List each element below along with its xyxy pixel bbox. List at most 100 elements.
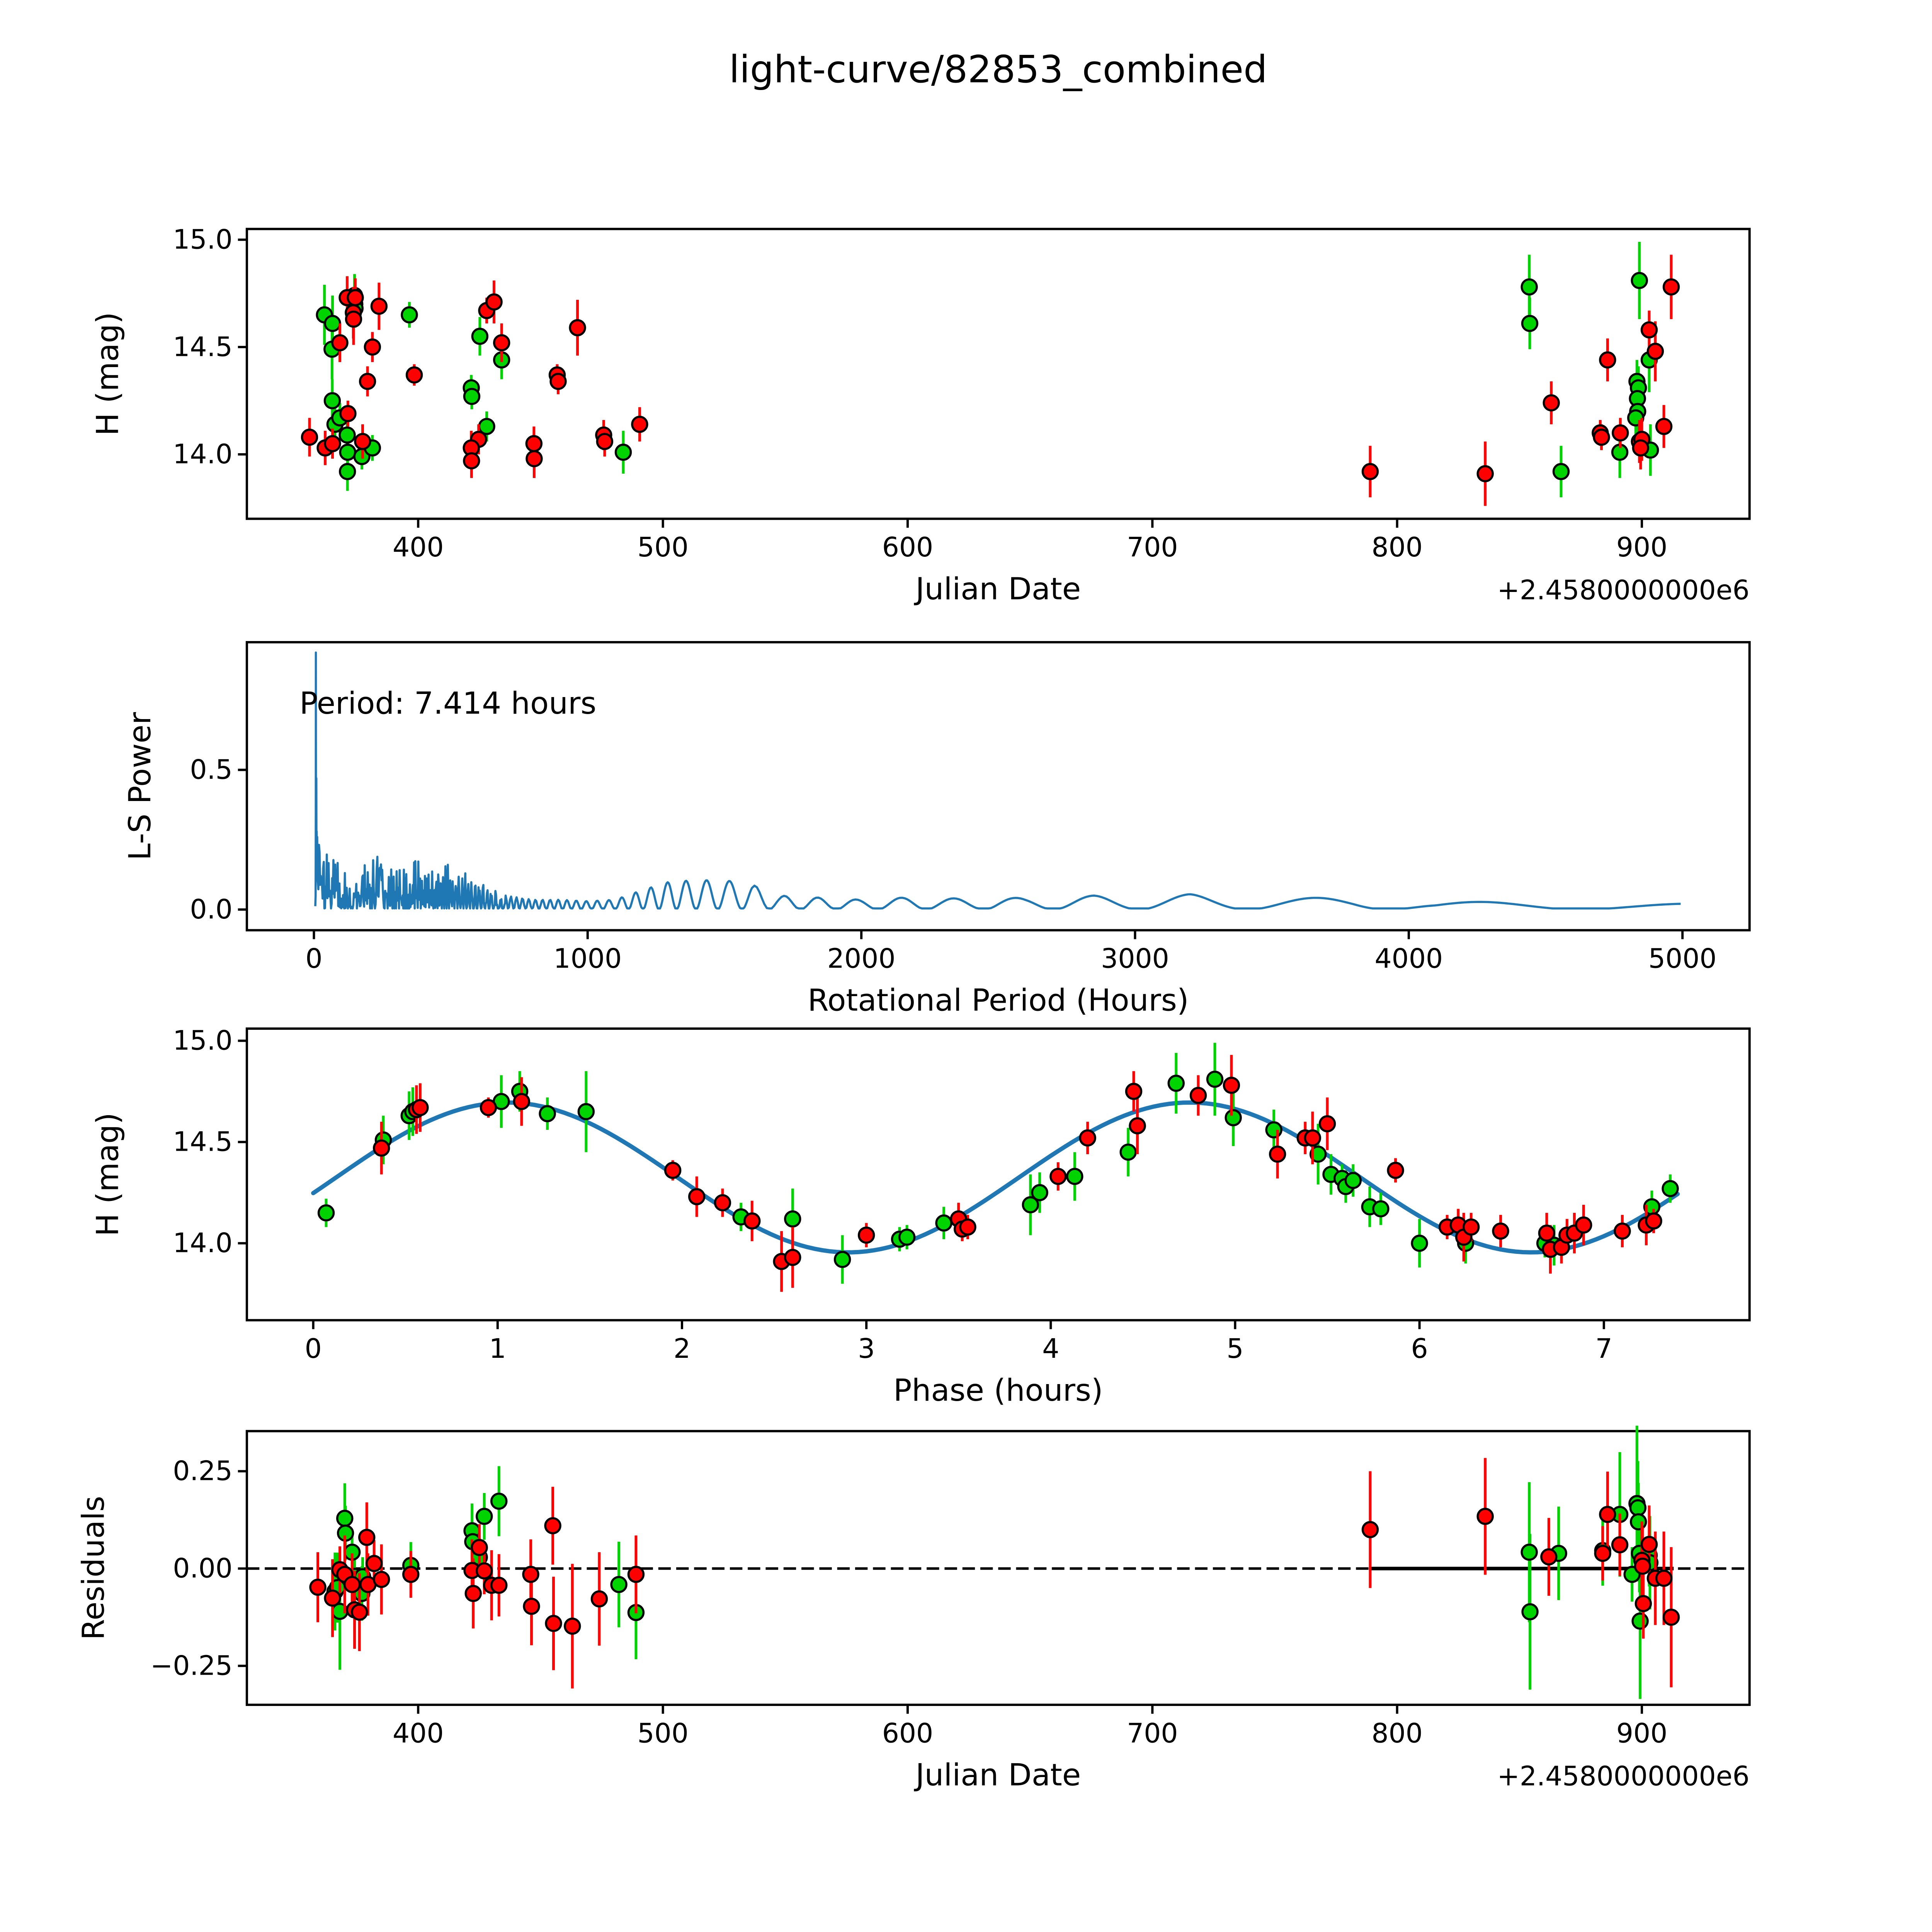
series-green [316, 242, 1659, 498]
y-tick-label: 14.0 [173, 439, 233, 470]
panel-lightcurve_jd: 400 500 600 700 800 900 14.0 14.5 15.0 Julian Dat… [90, 224, 1751, 607]
y-tick-label: 15.0 [173, 224, 233, 255]
panel-phased_lightcurve: 0 1 2 3 4 5 6 7 14.0 14.5 15.0 Phase (hours) H (mag) [90, 1026, 1751, 1408]
data-point-green [1520, 278, 1538, 296]
data-point-red [1634, 1558, 1651, 1575]
data-point-red [1538, 1225, 1556, 1242]
data-point-green [1206, 1070, 1224, 1088]
data-point-red [1634, 1595, 1652, 1612]
data-point-green [1411, 1235, 1428, 1252]
x-tick-label: 900 [1616, 532, 1668, 563]
data-point-red [1599, 351, 1616, 369]
data-point-red [1463, 1218, 1480, 1236]
y-axis-label-lightcurve_jd: H (mag) [90, 312, 126, 435]
data-point-green [317, 1204, 335, 1222]
data-point-green [1552, 463, 1570, 480]
data-point-red [1269, 1145, 1286, 1163]
data-point-green [323, 392, 341, 410]
data-point-red [1655, 418, 1673, 435]
y-tick-label: 0.0 [190, 894, 232, 925]
data-point-red [405, 366, 423, 384]
data-point-red [373, 1571, 390, 1588]
data-point-red [1612, 424, 1629, 442]
data-point-red [522, 1566, 539, 1583]
data-point-red [784, 1248, 801, 1266]
data-point-red [1645, 1212, 1662, 1230]
data-point-red [351, 1604, 368, 1621]
data-point-green [476, 1508, 493, 1525]
x-tick-label: 1000 [553, 944, 622, 975]
data-point-green [935, 1214, 952, 1232]
figure-title: light-curve/82853_combined [729, 48, 1267, 91]
data-point-green [324, 315, 341, 332]
x-tick-label: 2 [673, 1333, 690, 1364]
y-tick-label: 0.25 [173, 1456, 233, 1487]
y-tick-label: 14.5 [173, 332, 233, 362]
data-point-red [544, 1517, 561, 1534]
x-tick-label: 600 [882, 1718, 934, 1749]
data-point-green [898, 1228, 916, 1246]
x-tick-label: 800 [1371, 1718, 1423, 1749]
data-point-green [490, 1492, 508, 1510]
x-tick-label: 400 [393, 1718, 444, 1749]
data-point-red [339, 405, 357, 422]
data-point-green [1631, 1612, 1649, 1630]
data-point-green [401, 306, 418, 324]
x-tick-label: 3000 [1101, 944, 1169, 975]
data-point-red [370, 298, 388, 315]
data-point-red [358, 1529, 376, 1546]
panel-residuals: 400 500 600 700 800 900 −0.25 0.00 0.25 Julian Da… [76, 1425, 1751, 1793]
data-point-red [1079, 1129, 1096, 1147]
x-tick-label: 600 [882, 532, 934, 563]
x-tick-label: 700 [1127, 1718, 1178, 1749]
data-point-green [471, 328, 489, 345]
data-point-green [833, 1251, 851, 1268]
data-point-red [1361, 463, 1379, 480]
data-point-red [1640, 321, 1658, 338]
data-point-red [372, 1139, 390, 1157]
data-point-green [1372, 1200, 1389, 1218]
data-point-green [338, 426, 356, 444]
data-point-red [345, 310, 362, 328]
y-tick-label: 14.5 [173, 1127, 233, 1158]
x-tick-label: 900 [1616, 1718, 1668, 1749]
data-point-red [1543, 394, 1560, 412]
data-point-red [627, 1566, 645, 1583]
data-point-green [1631, 272, 1648, 289]
data-point-red [1611, 1536, 1629, 1554]
series-red [372, 1055, 1662, 1292]
data-point-red [324, 1589, 341, 1607]
x-tick-label: 700 [1127, 532, 1178, 563]
data-point-red [631, 415, 648, 433]
data-point-red [743, 1212, 761, 1230]
data-point-green [539, 1105, 556, 1122]
x-tick-label: 1 [489, 1333, 506, 1364]
data-point-red [1599, 1506, 1616, 1523]
data-point-red [1662, 1609, 1680, 1626]
y-tick-label: −0.25 [150, 1650, 233, 1681]
x-tick-label: 0 [305, 1333, 322, 1364]
data-point-red [480, 1099, 497, 1116]
data-point-red [412, 1099, 429, 1116]
data-point-red [857, 1226, 875, 1244]
x-tick-label: 4000 [1375, 944, 1443, 975]
data-point-red [402, 1566, 420, 1583]
data-point-red [1189, 1087, 1207, 1104]
x-tick-label: 400 [393, 532, 444, 563]
data-point-red [331, 334, 349, 352]
data-point-red [309, 1578, 327, 1596]
data-point-green [1022, 1196, 1039, 1214]
x-tick-label: 0 [305, 944, 322, 975]
y-axis-label-periodogram: L-S Power [122, 712, 158, 860]
axes-frame-periodogram [245, 641, 1751, 932]
data-point-red [1476, 465, 1494, 483]
x-axis-label-phased_lightcurve: Phase (hours) [893, 1372, 1103, 1408]
x-tick-label: 4 [1042, 1333, 1059, 1364]
data-point-red [359, 372, 376, 390]
data-point-green [339, 444, 357, 461]
data-point-green [1662, 1180, 1679, 1197]
x-tick-label: 3 [858, 1333, 875, 1364]
data-point-red [1594, 1544, 1611, 1562]
